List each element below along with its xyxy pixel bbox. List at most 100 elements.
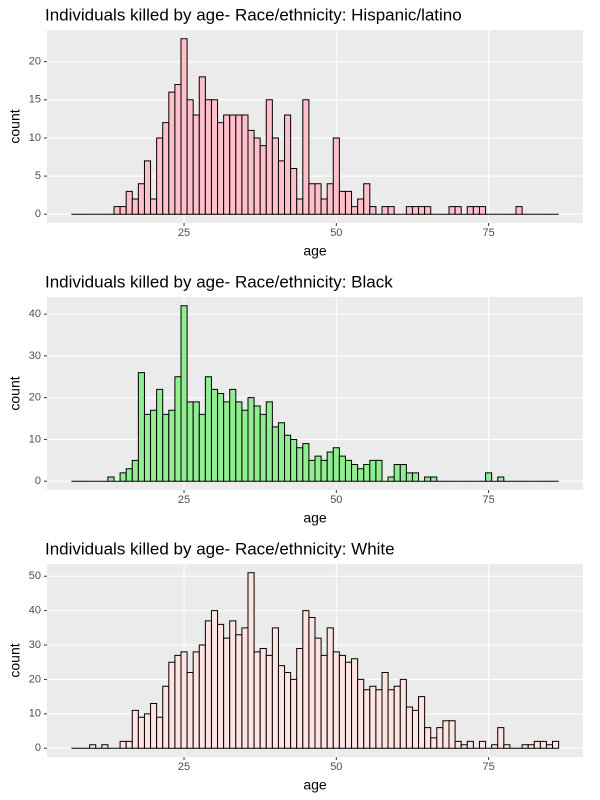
histogram-bar	[174, 654, 182, 749]
histogram-bar	[387, 206, 395, 215]
histogram-bar	[180, 38, 188, 215]
y-tick-label: 30	[29, 350, 41, 362]
histogram-bar	[296, 647, 304, 749]
histogram-bar	[369, 206, 377, 215]
histogram-bar	[119, 740, 127, 749]
histogram-bar	[338, 654, 346, 749]
histogram-bar	[150, 198, 158, 215]
histogram-bar	[284, 672, 292, 749]
histogram-panel: Individuals killed by age- Race/ethnicit…	[7, 5, 583, 259]
histogram-bar	[539, 740, 547, 749]
histogram-bar	[241, 114, 249, 215]
histogram-bar	[503, 744, 511, 749]
x-tick-label: 75	[482, 761, 494, 773]
histogram-bar	[198, 413, 206, 482]
histogram-bar	[515, 206, 523, 215]
histogram-bar	[150, 703, 158, 749]
histogram-panel: Individuals killed by age- Race/ethnicit…	[7, 272, 583, 526]
y-tick-label: 10	[29, 132, 41, 144]
histogram-bar	[113, 206, 121, 215]
histogram-bar	[259, 145, 267, 215]
histogram-bar	[119, 472, 127, 482]
histogram-bar	[186, 401, 194, 482]
histogram-bar	[235, 114, 243, 215]
histogram-bar	[308, 616, 316, 749]
histogram-bar	[168, 661, 176, 749]
histogram-bar	[290, 678, 298, 749]
histogram-bar	[198, 76, 206, 215]
histogram-bar	[363, 464, 371, 482]
histogram-bar	[131, 709, 139, 749]
histogram-bar	[217, 122, 225, 215]
histogram-bar	[180, 651, 188, 749]
histogram-bar	[259, 413, 267, 482]
histogram-bar	[162, 122, 170, 215]
histogram-bar	[405, 206, 413, 215]
y-tick-label: 5	[35, 170, 41, 182]
histogram-bar	[284, 434, 292, 482]
histogram-bar	[156, 137, 164, 215]
histogram-bar	[125, 468, 133, 482]
histogram-bar	[351, 206, 359, 215]
histogram-bar	[466, 206, 474, 215]
histogram-bar	[253, 405, 261, 482]
histogram-bar	[552, 740, 560, 749]
x-axis-title: age	[303, 777, 327, 793]
y-tick-label: 30	[29, 639, 41, 651]
histogram-bar	[454, 206, 462, 215]
x-tick-label: 25	[178, 227, 190, 239]
histogram-bar	[527, 744, 535, 749]
histogram-bar	[521, 744, 529, 749]
histogram-bar	[533, 740, 541, 749]
histogram-bar	[381, 206, 389, 215]
histogram-bar	[411, 709, 420, 749]
histogram-bar	[344, 459, 353, 482]
histogram-bar	[131, 198, 139, 215]
histogram-bar	[357, 468, 365, 482]
histogram-bar	[332, 447, 340, 482]
histogram-bar	[430, 476, 438, 482]
histogram-bar	[101, 744, 109, 749]
histogram-bar	[466, 740, 474, 749]
histogram-bar	[357, 678, 365, 749]
histogram-bar	[296, 447, 304, 482]
histogram-bar	[235, 401, 243, 482]
histogram-bar	[320, 654, 328, 749]
histogram-bar	[424, 206, 432, 215]
histogram-bar	[424, 727, 432, 749]
histogram-bar	[369, 459, 377, 482]
histogram-bar	[107, 476, 115, 482]
histogram-bar	[375, 689, 383, 749]
histogram-bar	[454, 740, 462, 749]
histogram-bar	[418, 206, 426, 215]
histogram-bar	[381, 672, 389, 749]
y-tick-label: 0	[35, 742, 41, 754]
histogram-bar	[308, 183, 316, 215]
histogram-bar	[229, 388, 237, 482]
histogram-bar	[192, 114, 200, 215]
chart-title: Individuals killed by age- Race/ethnicit…	[45, 539, 395, 558]
chart-title: Individuals killed by age- Race/ethnicit…	[45, 5, 462, 24]
histogram-bar	[314, 183, 322, 215]
histogram-bar	[162, 685, 170, 749]
histogram-bar	[351, 658, 359, 749]
histogram-panel: Individuals killed by age- Race/ethnicit…	[7, 539, 583, 793]
histogram-bar	[210, 99, 219, 215]
histogram-bar	[284, 114, 292, 215]
histogram-bar	[436, 727, 444, 749]
y-tick-label: 10	[29, 708, 41, 720]
histogram-bar	[235, 634, 243, 749]
histogram-bar	[137, 716, 145, 749]
histogram-bar	[320, 198, 328, 215]
histogram-bar	[387, 476, 395, 482]
histogram-bar	[351, 464, 359, 482]
histogram-bar	[210, 388, 219, 482]
x-axis-title: age	[303, 510, 327, 526]
histogram-bar	[472, 206, 480, 215]
histogram-bar	[424, 476, 432, 482]
histogram-bar	[326, 627, 334, 749]
histogram-bar	[296, 198, 304, 215]
histogram-bar	[314, 455, 322, 482]
y-tick-label: 20	[29, 392, 41, 404]
